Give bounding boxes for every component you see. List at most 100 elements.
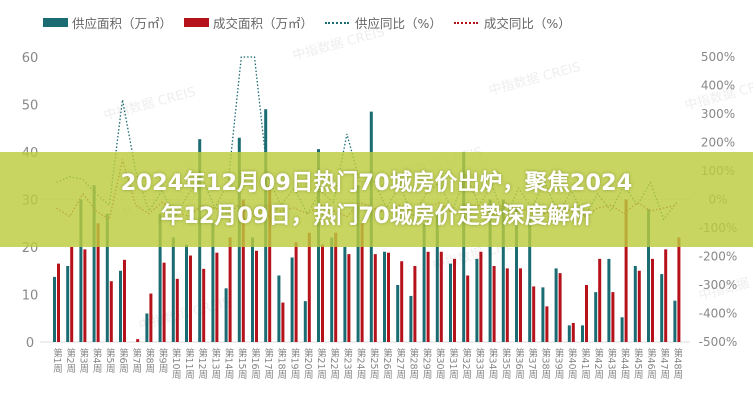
supply-bar [356, 185, 360, 342]
supply-bar [541, 287, 545, 342]
x-tick-label: 第39周 [553, 347, 565, 380]
x-tick-label: 第22周 [328, 347, 340, 380]
x-tick-label: 第33周 [473, 347, 485, 380]
x-tick-label: 第48周 [671, 347, 683, 380]
deal-bar [413, 266, 417, 342]
x-tick-label: 第19周 [289, 347, 301, 380]
supply-bar [396, 285, 400, 342]
legend-label: 成交面积（万㎡） [213, 16, 314, 31]
supply-bar [383, 251, 386, 342]
y-right-tick-label: -300% [699, 278, 738, 292]
supply-bar [66, 266, 70, 342]
x-tick-label: 第43周 [605, 347, 617, 380]
deal-bar [426, 251, 430, 342]
x-tick-label: 第30周 [434, 347, 446, 380]
banner-line-2: 年12月09日，热门70城房价走势深度解析 [160, 202, 593, 229]
supply-bar [224, 288, 228, 342]
deal-bar [136, 339, 140, 342]
x-tick-label: 第34周 [487, 347, 499, 380]
legend-line [325, 21, 350, 24]
supply-bar [501, 199, 505, 342]
x-tick-label: 第40周 [566, 347, 578, 380]
deal-bar [532, 286, 536, 342]
legend-item-deal-yoy: 成交同比（%） [453, 13, 571, 32]
x-tick-label: 第9周 [157, 347, 169, 374]
y-right-tick-label: -200% [699, 250, 738, 264]
y-right-tick-label: -500% [699, 335, 738, 349]
deal-bar [453, 258, 456, 342]
watermark: 中指数据 CREIS [102, 85, 197, 124]
supply-bar [435, 213, 439, 342]
deal-bar [624, 199, 628, 342]
x-tick-label: 第7周 [130, 347, 142, 374]
x-tick-label: 第5周 [104, 347, 116, 374]
deal-bar [149, 293, 153, 342]
deal-bar [466, 275, 470, 342]
x-tick-label: 第2周 [64, 347, 76, 374]
x-tick-label: 第44周 [619, 347, 631, 380]
legend-label: 供应面积（万㎡） [72, 16, 173, 31]
deal-bar [268, 185, 272, 342]
deal-bar [347, 254, 351, 342]
x-tick-label: 第8周 [143, 347, 155, 374]
deal-bar [202, 268, 206, 342]
deal-bar [241, 199, 245, 342]
x-tick-label: 第16周 [249, 347, 261, 380]
x-tick-label: 第15周 [236, 347, 248, 380]
x-tick-label: 第24周 [355, 347, 367, 380]
supply-bar [343, 247, 347, 342]
deal-bar [334, 232, 338, 342]
supply-bar [409, 295, 413, 342]
supply-bar [290, 257, 294, 342]
deal-bar [373, 254, 377, 342]
supply-bar [251, 237, 254, 342]
legend: 供应面积（万㎡） 成交面积（万㎡） 供应同比（%） 成交同比（%） [43, 13, 583, 32]
y-left-tick-label: 60 [22, 51, 39, 66]
deal-bar [571, 323, 575, 342]
supply-bar [105, 213, 109, 342]
deal-bar [215, 252, 219, 342]
x-tick-label: 第31周 [447, 347, 459, 380]
deal-bar [189, 255, 192, 342]
y-right-tick-label: -400% [699, 307, 738, 321]
banner-line-1: 2024年12月09日热门70城房价出炉，聚焦2024 [120, 169, 633, 196]
x-tick-label: 第28周 [407, 347, 419, 380]
supply-bar [171, 237, 175, 342]
legend-item-supply-yoy: 供应同比（%） [325, 13, 442, 32]
supply-bar [567, 325, 571, 342]
deal-bar [162, 262, 166, 342]
supply-bar [607, 258, 611, 342]
deal-bar [96, 223, 100, 342]
legend-line [453, 21, 478, 24]
x-tick-label: 第41周 [579, 347, 591, 380]
deal-bar [175, 278, 179, 342]
supply-bar [554, 268, 558, 342]
deal-bar [360, 223, 364, 342]
supply-bar [515, 209, 518, 342]
deal-bar [321, 244, 324, 342]
supply-bar [303, 301, 307, 342]
y-right-tick-label: 200% [701, 136, 735, 150]
x-tick-label: 第27周 [394, 347, 406, 380]
deal-bar [558, 273, 562, 342]
legend-label: 成交同比（%） [483, 16, 571, 31]
deal-bar [294, 242, 298, 342]
x-tick-label: 第35周 [500, 347, 512, 380]
supply-bar [79, 199, 83, 342]
supply-bar [422, 223, 426, 342]
deal-bar [545, 306, 549, 342]
supply-bar [158, 213, 162, 342]
x-tick-label: 第46周 [645, 347, 657, 380]
x-tick-label: 第21周 [315, 347, 327, 380]
legend-item-deal: 成交面积（万㎡） [184, 13, 313, 32]
supply-bar [211, 223, 215, 342]
x-tick-label: 第26周 [381, 347, 393, 380]
y-right-tick-label: 400% [701, 79, 735, 93]
deal-bar [505, 268, 509, 342]
y-left-tick-label: 50 [22, 99, 39, 114]
x-tick-label: 第14周 [223, 347, 235, 380]
deal-bar [255, 250, 258, 342]
y-right-tick-label: 300% [701, 107, 735, 121]
y-left-tick-label: 10 [22, 289, 39, 304]
deal-bar [70, 247, 74, 342]
